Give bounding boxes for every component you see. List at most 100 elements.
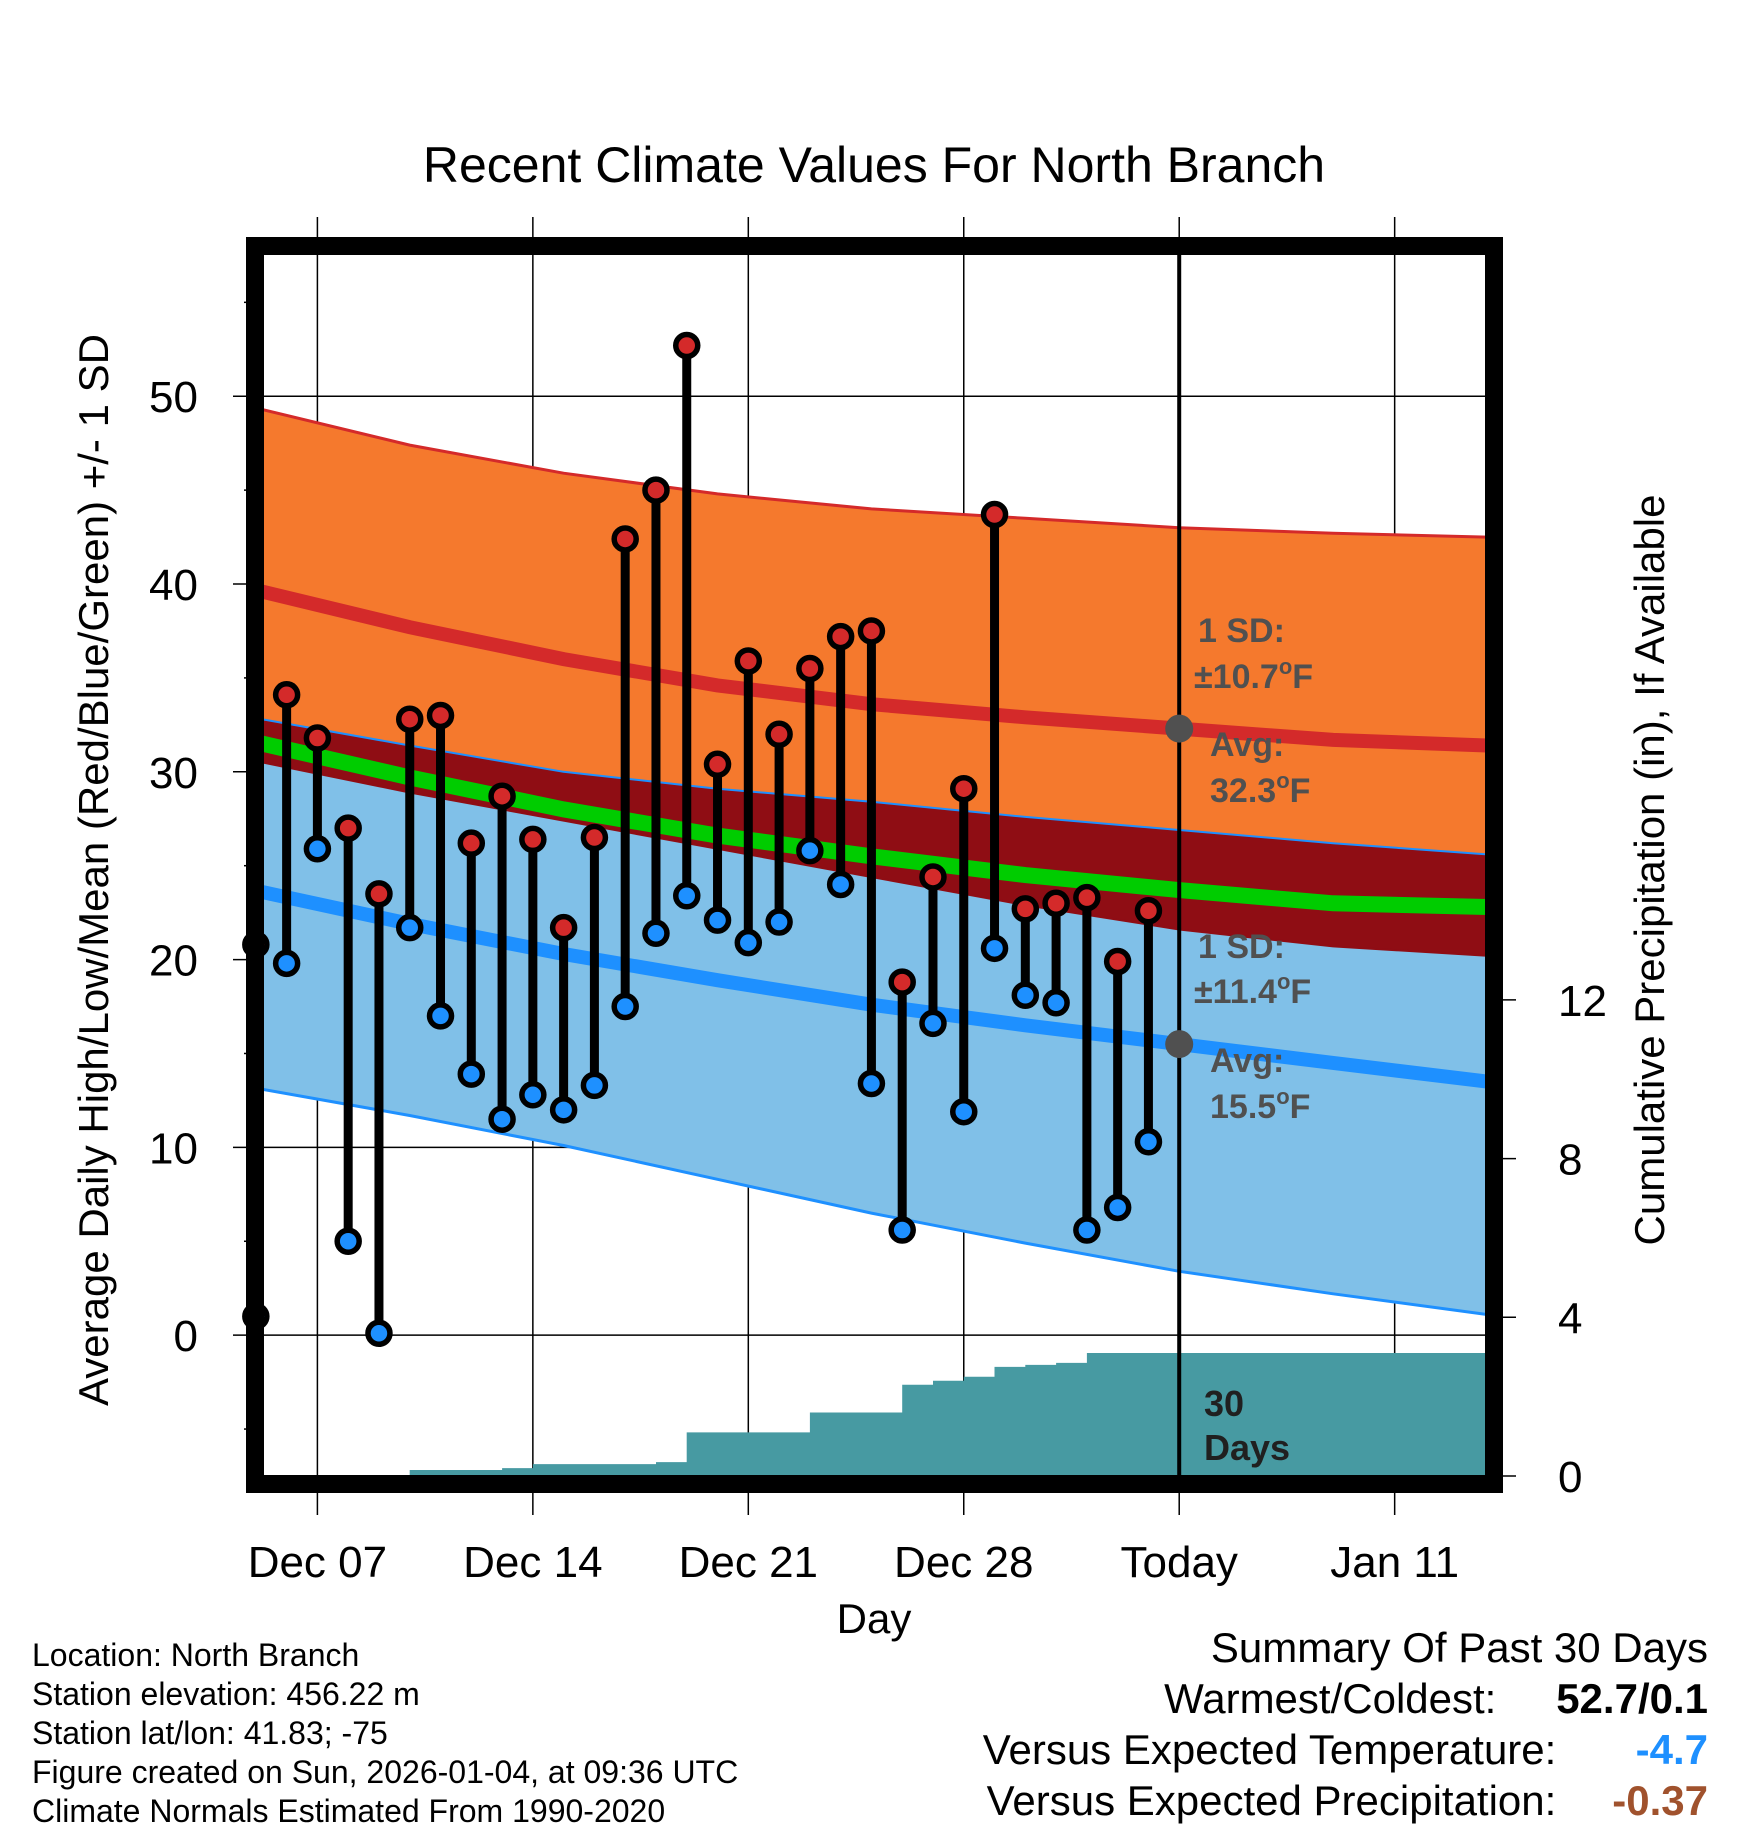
x-tick-label: Dec 28: [894, 1538, 1033, 1587]
value-separator: /: [1637, 1675, 1650, 1722]
low-temp-point: [642, 919, 670, 948]
window-label-number: 30: [1204, 1383, 1244, 1424]
high-temp-point: [1011, 895, 1040, 923]
high-temp-point: [980, 500, 1009, 529]
low-temp-point: [272, 949, 301, 978]
x-tick-label: Today: [1121, 1538, 1238, 1587]
x-tick-label: Jan 11: [1330, 1538, 1459, 1587]
high-sd-label: 1 SD:: [1198, 612, 1285, 650]
high-temp-point: [1103, 947, 1132, 976]
low-temp-point: [457, 1060, 486, 1088]
low-temp-point: [549, 1096, 578, 1124]
low-temp-point: [1134, 1127, 1163, 1156]
high-avg-marker: [1165, 714, 1194, 743]
y-tick-label-left: 0: [174, 1312, 198, 1361]
precip-anomaly-value: -0.37: [1612, 1777, 1708, 1824]
low-temp-point: [580, 1071, 609, 1100]
summary-precip-row: Versus Expected Precipitation: -0.37: [983, 1775, 1708, 1826]
precipitation-area: [378, 1353, 1487, 1476]
high-temp-point: [857, 617, 886, 645]
low-temp-point: [765, 908, 793, 936]
low-avg-label: Avg:: [1210, 1042, 1284, 1080]
high-sd-value: ±10.7oF: [1194, 654, 1313, 696]
low-temp-point: [519, 1081, 547, 1109]
high-temp-point: [272, 681, 301, 709]
x-tick-label: Dec 21: [679, 1538, 818, 1587]
x-tick-label: Dec 14: [463, 1538, 602, 1587]
high-temp-point: [1134, 897, 1163, 925]
high-temp-point: [703, 750, 732, 779]
window-label-days: Days: [1204, 1427, 1290, 1468]
normals-period: Climate Normals Estimated From 1990-2020: [32, 1793, 666, 1829]
high-temp-point: [888, 968, 916, 996]
low-temp-point: [980, 934, 1009, 963]
warmest-coldest-label: Warmest/Coldest:: [1164, 1675, 1497, 1722]
low-lower-line: [262, 1087, 1487, 1316]
y-tick-label-left: 20: [149, 937, 198, 986]
high-avg-value: 32.3oF: [1210, 768, 1310, 810]
high-temp-point: [672, 331, 701, 360]
y-tick-label-left: 40: [149, 561, 198, 610]
temp-anomaly-value: -4.7: [1635, 1726, 1708, 1773]
high-temp-point: [395, 705, 424, 733]
y-tick-label-left: 50: [149, 373, 198, 422]
summary-warmest-row: Warmest/Coldest: 52.7/0.1: [983, 1673, 1708, 1724]
y-tick-label-right: 0: [1558, 1453, 1582, 1502]
high-avg-label: Avg:: [1210, 726, 1284, 764]
high-temp-point: [519, 825, 547, 854]
high-temp-point: [303, 724, 332, 752]
low-temp-point: [1103, 1193, 1132, 1222]
normals-annotations: 1 SD: ±10.7oF Avg: 32.3oF 1 SD: ±11.4oF …: [1165, 612, 1313, 1468]
high-temp-point: [488, 782, 516, 810]
low-temp-point: [334, 1227, 362, 1256]
low-temp-point: [365, 1319, 393, 1348]
y-tick-label-right: 4: [1558, 1294, 1582, 1343]
high-temp-point: [765, 720, 793, 748]
high-temp-point: [1042, 889, 1070, 918]
x-axis-label: Day: [837, 1595, 912, 1642]
low-avg-value: 15.5oF: [1210, 1084, 1310, 1126]
low-temp-point: [950, 1097, 978, 1126]
low-avg-marker: [1165, 1030, 1194, 1059]
high-temp-point: [1073, 883, 1101, 912]
y-tick-label-right: 8: [1558, 1136, 1582, 1185]
station-info: Location: North Branch Station elevation…: [32, 1636, 738, 1831]
high-temp-point: [950, 774, 978, 803]
high-temp-point: [334, 814, 362, 842]
station-latlon: Station lat/lon: 41.83; -75: [32, 1715, 388, 1751]
precip-anomaly-label: Versus Expected Precipitation:: [986, 1777, 1557, 1824]
low-sd-label: 1 SD:: [1198, 928, 1285, 966]
precipitation-fill: [378, 1353, 1487, 1476]
high-temp-point: [611, 525, 639, 553]
summary-panel: Summary Of Past 30 Days Warmest/Coldest:…: [983, 1622, 1708, 1826]
low-temp-point: [826, 870, 855, 899]
high-temp-point: [549, 913, 578, 942]
high-temp-point: [734, 647, 763, 675]
x-tick-label: Dec 07: [248, 1538, 387, 1587]
high-upper-line: [262, 407, 1487, 539]
low-temp-point: [1011, 981, 1040, 1010]
low-sd-value: ±11.4oF: [1194, 969, 1311, 1011]
low-temp-point: [488, 1105, 516, 1133]
coldest-value: 0.1: [1649, 1675, 1708, 1722]
low-temp-point: [672, 881, 701, 910]
high-temp-point: [919, 863, 947, 891]
warmest-coldest-value: 52.7/0.1: [1508, 1673, 1708, 1724]
high-temp-point: [580, 823, 609, 852]
temp-anomaly-label: Versus Expected Temperature:: [982, 1726, 1557, 1773]
axes: Dec 07 Dec 14 Dec 21 Dec 28 Today Jan 11 0 10 20…: [149, 217, 1607, 1587]
high-temp-point: [826, 622, 855, 651]
low-temp-point: [1073, 1216, 1101, 1244]
chart-title: Recent Climate Values For North Branch: [423, 137, 1325, 193]
low-temp-point: [303, 835, 332, 863]
low-temp-point: [857, 1069, 886, 1098]
warmest-value: 52.7: [1556, 1675, 1638, 1722]
station-elevation: Station elevation: 456.22 m: [32, 1676, 420, 1712]
low-temp-point: [611, 992, 639, 1021]
low-temp-point: [796, 836, 824, 865]
y-axis-label-right: Cumulative Precipitation (in), If Availa…: [1626, 495, 1673, 1246]
high-temp-point: [642, 476, 670, 504]
low-temp-point: [395, 913, 424, 942]
high-temp-point: [457, 829, 486, 857]
